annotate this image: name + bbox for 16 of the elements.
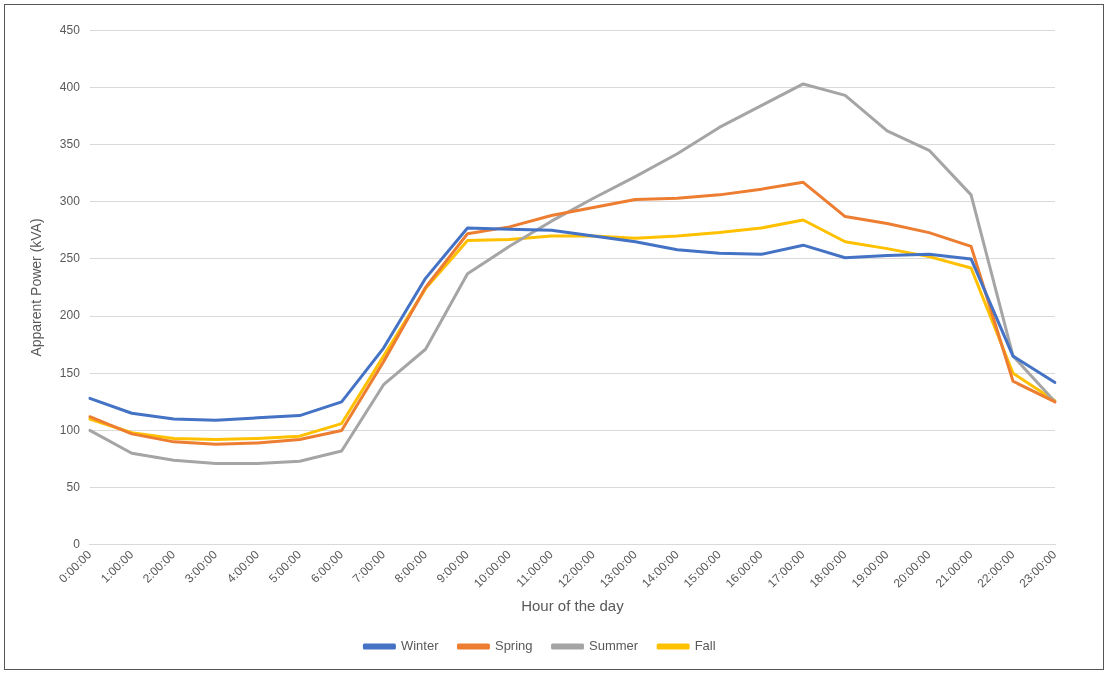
y-axis-title: Apparent Power (kVA) (28, 218, 45, 357)
x-axis-title: Hour of the day (521, 597, 625, 615)
legend-label: Winter (400, 638, 440, 654)
y-tick-label: 0 (73, 537, 81, 552)
y-tick-label: 150 (59, 365, 81, 380)
legend-label: Spring (494, 638, 533, 654)
y-tick-label: 300 (59, 194, 81, 209)
y-tick-label: 400 (59, 79, 81, 94)
y-tick-label: 450 (59, 22, 81, 37)
y-tick-label: 100 (59, 422, 81, 437)
y-tick-label: 200 (59, 308, 81, 323)
y-tick-label: 50 (66, 479, 81, 494)
y-tick-label: 350 (59, 136, 81, 151)
y-tick-label: 250 (59, 251, 81, 266)
legend-label: Fall (694, 638, 716, 654)
legend-label: Summer (589, 638, 639, 654)
